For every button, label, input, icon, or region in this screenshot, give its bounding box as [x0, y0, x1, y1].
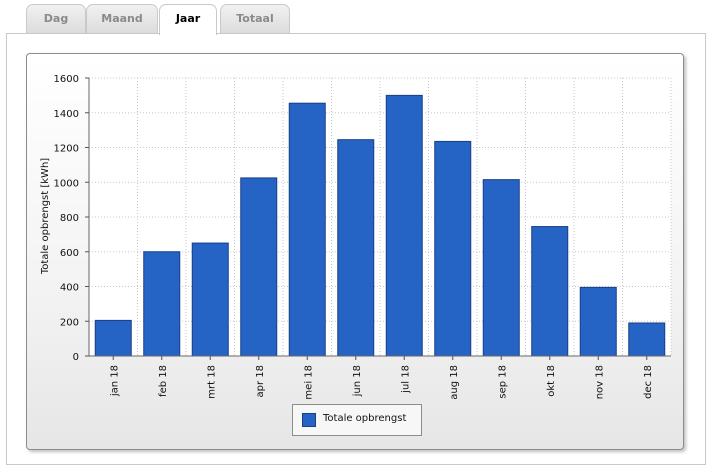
x-tick-label: mrt 18	[206, 365, 217, 399]
x-tick-label: dec 18	[643, 365, 654, 399]
bar-jun-18	[337, 139, 375, 357]
x-tick-label: jun 18	[352, 365, 363, 397]
x-tick-label: sep 18	[497, 365, 508, 399]
bar-mei-18	[288, 102, 326, 357]
bar-sep-18	[482, 179, 520, 357]
y-tick-label: 1400	[54, 109, 79, 120]
bar-mrt-18	[191, 242, 229, 357]
x-tick-label: okt 18	[546, 365, 557, 397]
legend-label: Totale opbrengst	[323, 413, 407, 424]
bar-jul-18	[385, 94, 423, 357]
bar-aug-18	[434, 140, 472, 357]
chart-legend: Totale opbrengst	[292, 404, 422, 436]
bar-dec-18	[628, 322, 666, 357]
bar-jan-18	[94, 319, 132, 357]
x-tick-label: jan 18	[109, 365, 120, 397]
x-tick-label: nov 18	[594, 365, 605, 399]
y-tick-label: 400	[60, 283, 79, 294]
y-tick-label: 800	[60, 213, 79, 224]
bar-okt-18	[531, 226, 569, 357]
y-tick-label: 1200	[54, 144, 79, 155]
bar-apr-18	[240, 177, 278, 357]
x-tick-label: apr 18	[255, 365, 266, 398]
x-tick-label: feb 18	[158, 365, 169, 397]
tab-maand[interactable]: Maand	[86, 4, 158, 33]
x-tick-label: jul 18	[400, 365, 411, 394]
tab-dag[interactable]: Dag	[26, 4, 86, 33]
bar-feb-18	[143, 251, 181, 357]
bar-nov-18	[579, 286, 617, 357]
y-tick-label: 0	[73, 352, 79, 363]
tab-jaar[interactable]: Jaar	[159, 4, 217, 35]
y-tick-label: 1000	[54, 178, 79, 189]
x-tick-label: aug 18	[449, 365, 460, 400]
legend-swatch	[302, 413, 316, 427]
chart-axes: 0 200 400 600 800 1000 1200 1400 1600 jan 18 feb 1…	[54, 74, 671, 400]
tab-totaal[interactable]: Totaal	[220, 4, 290, 33]
y-tick-label: 1600	[54, 74, 79, 85]
y-tick-label: 600	[60, 248, 79, 259]
x-tick-label: mei 18	[303, 365, 314, 400]
chart-bars	[94, 94, 666, 357]
chart-grid	[89, 77, 672, 357]
y-tick-label: 200	[60, 317, 79, 328]
y-axis-title: Totale opbrengst [kWh]	[40, 158, 51, 275]
